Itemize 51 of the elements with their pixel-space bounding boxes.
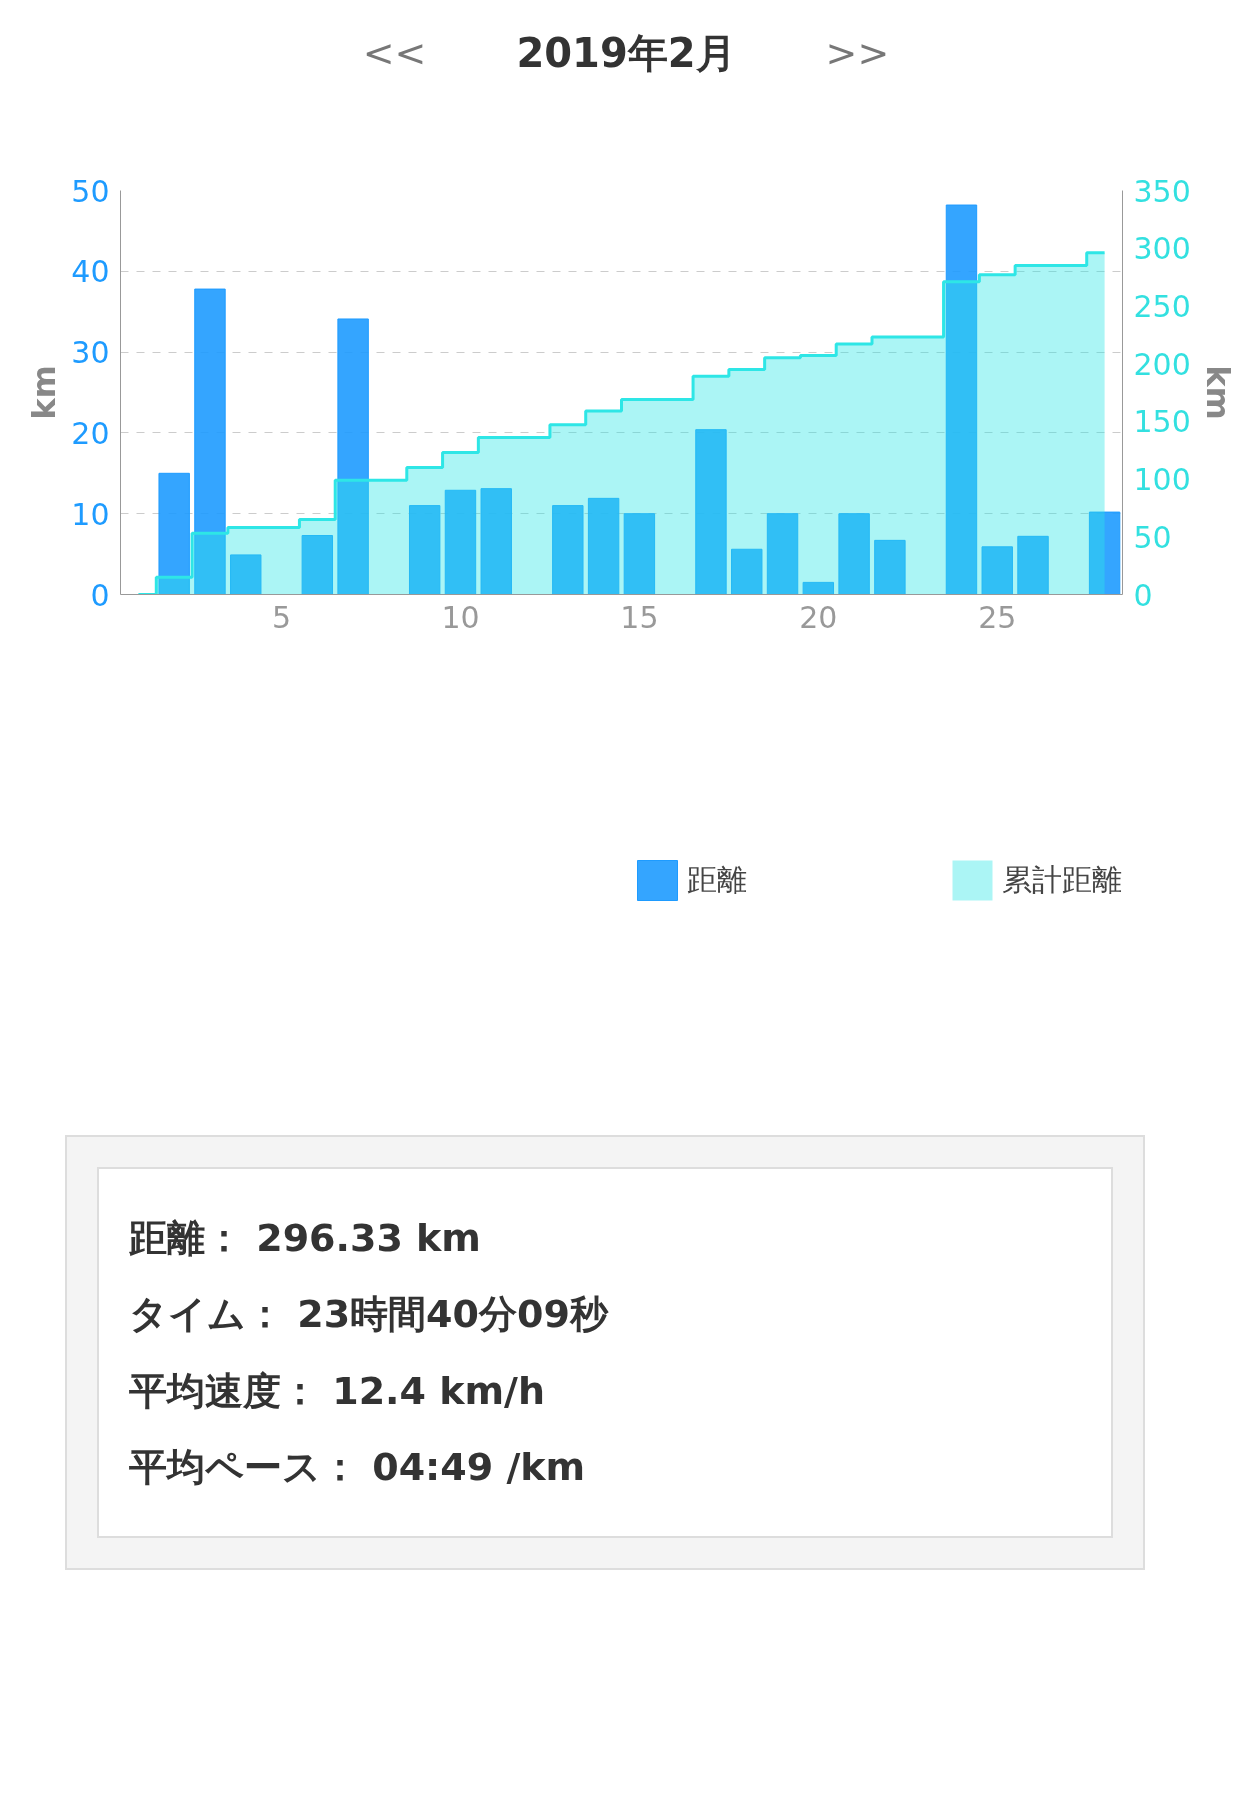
y2-tick-label: 0 (1133, 577, 1153, 613)
y2-tick-label: 250 (1133, 288, 1191, 324)
bar (408, 505, 441, 595)
y-tick-label: 50 (71, 173, 110, 209)
y-tick-label: 0 (90, 577, 110, 613)
text: << (362, 30, 427, 78)
bar (552, 505, 584, 595)
x-tick-label: 10 (441, 599, 480, 635)
x-tick-label: 25 (978, 599, 1017, 635)
x-tick-label: 20 (799, 599, 838, 635)
legend-label: 距離 (687, 860, 747, 899)
bar (1088, 511, 1121, 595)
bar (480, 488, 512, 595)
y2-tick-label: 100 (1133, 462, 1191, 498)
bar (981, 546, 1013, 595)
bar (158, 472, 190, 595)
text: >> (825, 30, 890, 78)
bar (695, 429, 727, 595)
y-tick-label: 20 (71, 415, 110, 451)
bar (766, 513, 799, 595)
x-tick-label: 15 (620, 599, 659, 635)
y2-tick-label: 50 (1133, 519, 1172, 555)
text: 平均速度： 12.4 km/h (129, 1367, 546, 1415)
bar (301, 535, 334, 595)
y-axis-title: km (25, 365, 64, 420)
bar (623, 513, 656, 595)
text: 距離： 296.33 km (129, 1215, 482, 1262)
bar (945, 204, 978, 595)
bar (444, 489, 477, 595)
y-tick-label: 10 (71, 496, 110, 532)
bar (337, 318, 369, 595)
bar (1017, 535, 1049, 595)
y-tick-label: 40 (71, 254, 110, 290)
bar (874, 539, 906, 595)
x-tick-label: 5 (271, 599, 292, 635)
chart-title: 2019年2月 (516, 29, 736, 78)
text: タイム： 23時間40分09秒 (129, 1291, 610, 1339)
bar (194, 288, 226, 595)
y2-axis-title: km (1198, 365, 1237, 420)
text: 平均ペース： 04:49 /km (129, 1443, 587, 1491)
bar (731, 548, 763, 595)
bar (230, 554, 262, 595)
y-tick-label: 30 (71, 335, 110, 371)
y2-tick-label: 200 (1133, 346, 1191, 382)
bar (802, 581, 835, 595)
bar (587, 497, 620, 595)
y2-tick-label: 300 (1133, 231, 1191, 267)
y2-tick-label: 350 (1133, 173, 1191, 209)
bar (838, 513, 870, 595)
y2-tick-label: 150 (1133, 404, 1191, 440)
legend-label: 累計距離 (1002, 860, 1122, 899)
